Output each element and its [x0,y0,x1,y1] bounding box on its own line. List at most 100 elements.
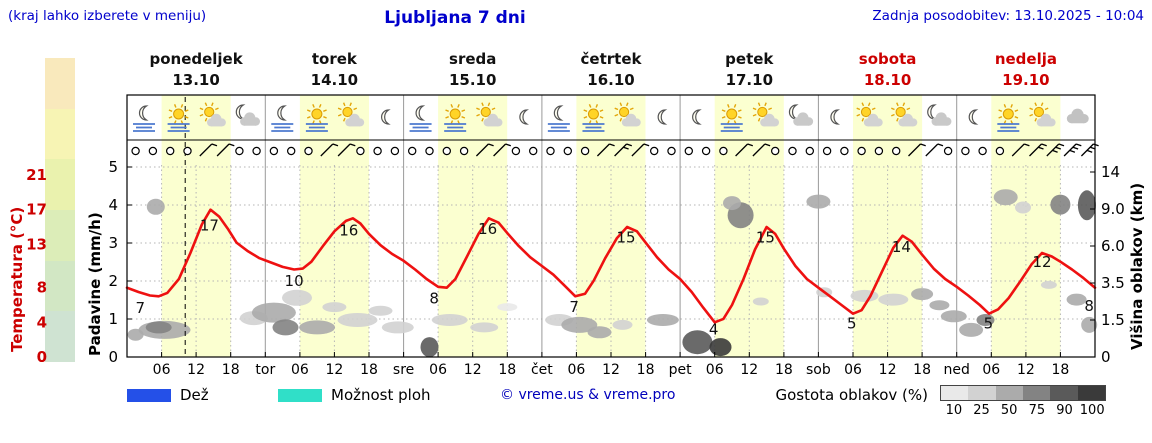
wind-calm-symbol [857,146,866,156]
daylight-band [853,95,923,357]
x-axis-label: 18 [222,362,240,378]
cloud-blob [1066,293,1087,306]
density-scale-segment [968,386,996,400]
cloud-blob [299,320,336,335]
density-scale-segment [941,386,969,400]
density-scale-segment [995,386,1023,400]
wind-calm-symbol [459,146,469,156]
cloud-density-scale-ticks: 10 25 50 75 90 100 [940,403,1106,418]
temperature-curve [125,208,1097,324]
wind-calm-symbol [719,146,728,156]
temperature-color-scale [45,58,75,362]
page-title: Ljubljana 7 dni [384,8,526,28]
x-axis-label: 12 [602,362,620,378]
copyright-link[interactable]: © vreme.us & vreme.pro [500,387,676,403]
weather-icon-sun-cloud [752,102,780,127]
wind-calm-symbol [183,146,192,156]
day-name: četrtek [581,50,643,68]
day-name: ponedeljek [149,50,243,68]
cloud-blob [752,297,769,306]
x-axis-label: 12 [1017,362,1035,378]
wind-calm-symbol [235,146,244,156]
weather-icon-sun-cloud [1029,102,1056,127]
wind-calm-symbol [701,146,711,156]
day-name: petek [725,50,774,68]
wind-calm-symbol [269,146,279,156]
daylight-band [576,95,646,357]
cloud-blob [612,319,633,330]
wind-calm-symbol [978,146,987,156]
wind-calm-symbol [667,146,676,156]
weather-icon-moon-fog [409,105,432,132]
weather-icon-cloud [1066,108,1089,124]
x-axis-label: 12 [879,362,897,378]
weather-icon-sun-cloud [891,102,918,127]
x-axis-label: sob [806,362,831,378]
wind-calm-symbol [805,146,815,156]
day-date: 13.10 [172,71,219,89]
density-tick-value: 25 [973,403,990,418]
location-menu-hint: (kraj lahko izberete v meniju) [8,8,207,24]
wind-calm-symbol [131,146,140,156]
day-name: nedelja [995,50,1057,68]
x-axis-label: 06 [291,362,309,378]
cloud-blob [282,289,312,306]
last-updated: Zadnja posodobitev: 13.10.2025 - 10:04 [872,8,1144,24]
temperature-point-label: 8 [1084,297,1094,315]
precip-tick-value: 0 [108,348,118,366]
cloud-blob [470,322,499,333]
weather-icon-sun-fog [444,104,467,132]
cloud-tick-value: 9.0 [1101,200,1125,218]
wind-barb-symbol [925,143,944,157]
weather-icon-sun-fog [997,104,1020,132]
cloud-density-scale [940,385,1106,401]
wind-calm-symbol [684,146,694,156]
wind-barb-symbol [735,143,754,157]
x-axis-label: tor [255,362,275,378]
density-tick-value: 50 [1000,403,1018,418]
x-axis-label: 12 [464,362,482,378]
cloud-blob [850,289,879,302]
rain-legend-label: Dež [180,386,209,404]
wind-calm-symbol [425,146,434,156]
showers-legend-label: Možnost ploh [331,386,431,404]
weather-icon-cloud-moon [788,104,814,126]
wind-barb-symbol [631,143,650,157]
wind-calm-symbol [304,146,313,156]
temperature-scale-segment [45,311,75,362]
cloud-blob [497,303,518,312]
density-tick-value: 75 [1028,403,1046,418]
x-axis-label: 18 [360,362,378,378]
cloud-blob [1077,190,1096,221]
cloud-density-legend-label: Gostota oblakov (%) [775,386,928,404]
precip-tick-value: 4 [108,196,118,214]
cloud-blob [561,316,598,333]
weather-icon-moon [692,109,702,125]
wind-calm-symbol [580,146,590,156]
wind-calm-symbol [892,146,901,156]
wind-calm-symbol [650,146,659,156]
temperature-point-label: 15 [616,229,635,247]
x-axis-label: 06 [982,362,1000,378]
cloud-blob [1050,194,1071,215]
wind-calm-symbol [408,146,417,156]
x-axis-label: 12 [325,362,343,378]
temperature-point-label: 16 [339,222,358,240]
wind-calm-symbol [356,146,365,156]
wind-calm-symbol [771,146,780,156]
cloud-blob [146,198,165,215]
x-axis-label: 18 [775,362,793,378]
wind-calm-symbol [788,146,797,156]
day-name: sreda [449,50,496,68]
x-axis-label: pet [669,362,693,378]
weather-icon-cloud-moon [927,104,952,126]
weather-icon-sun-cloud [856,102,883,127]
temp-tick-value: 8 [37,279,47,297]
temperature-scale-segment [45,260,75,312]
cloud-blob [368,305,393,316]
density-tick-value: 100 [1079,403,1105,418]
weather-icon-sun-fog [582,104,605,132]
cloud-tick-value: 6.0 [1101,237,1125,255]
